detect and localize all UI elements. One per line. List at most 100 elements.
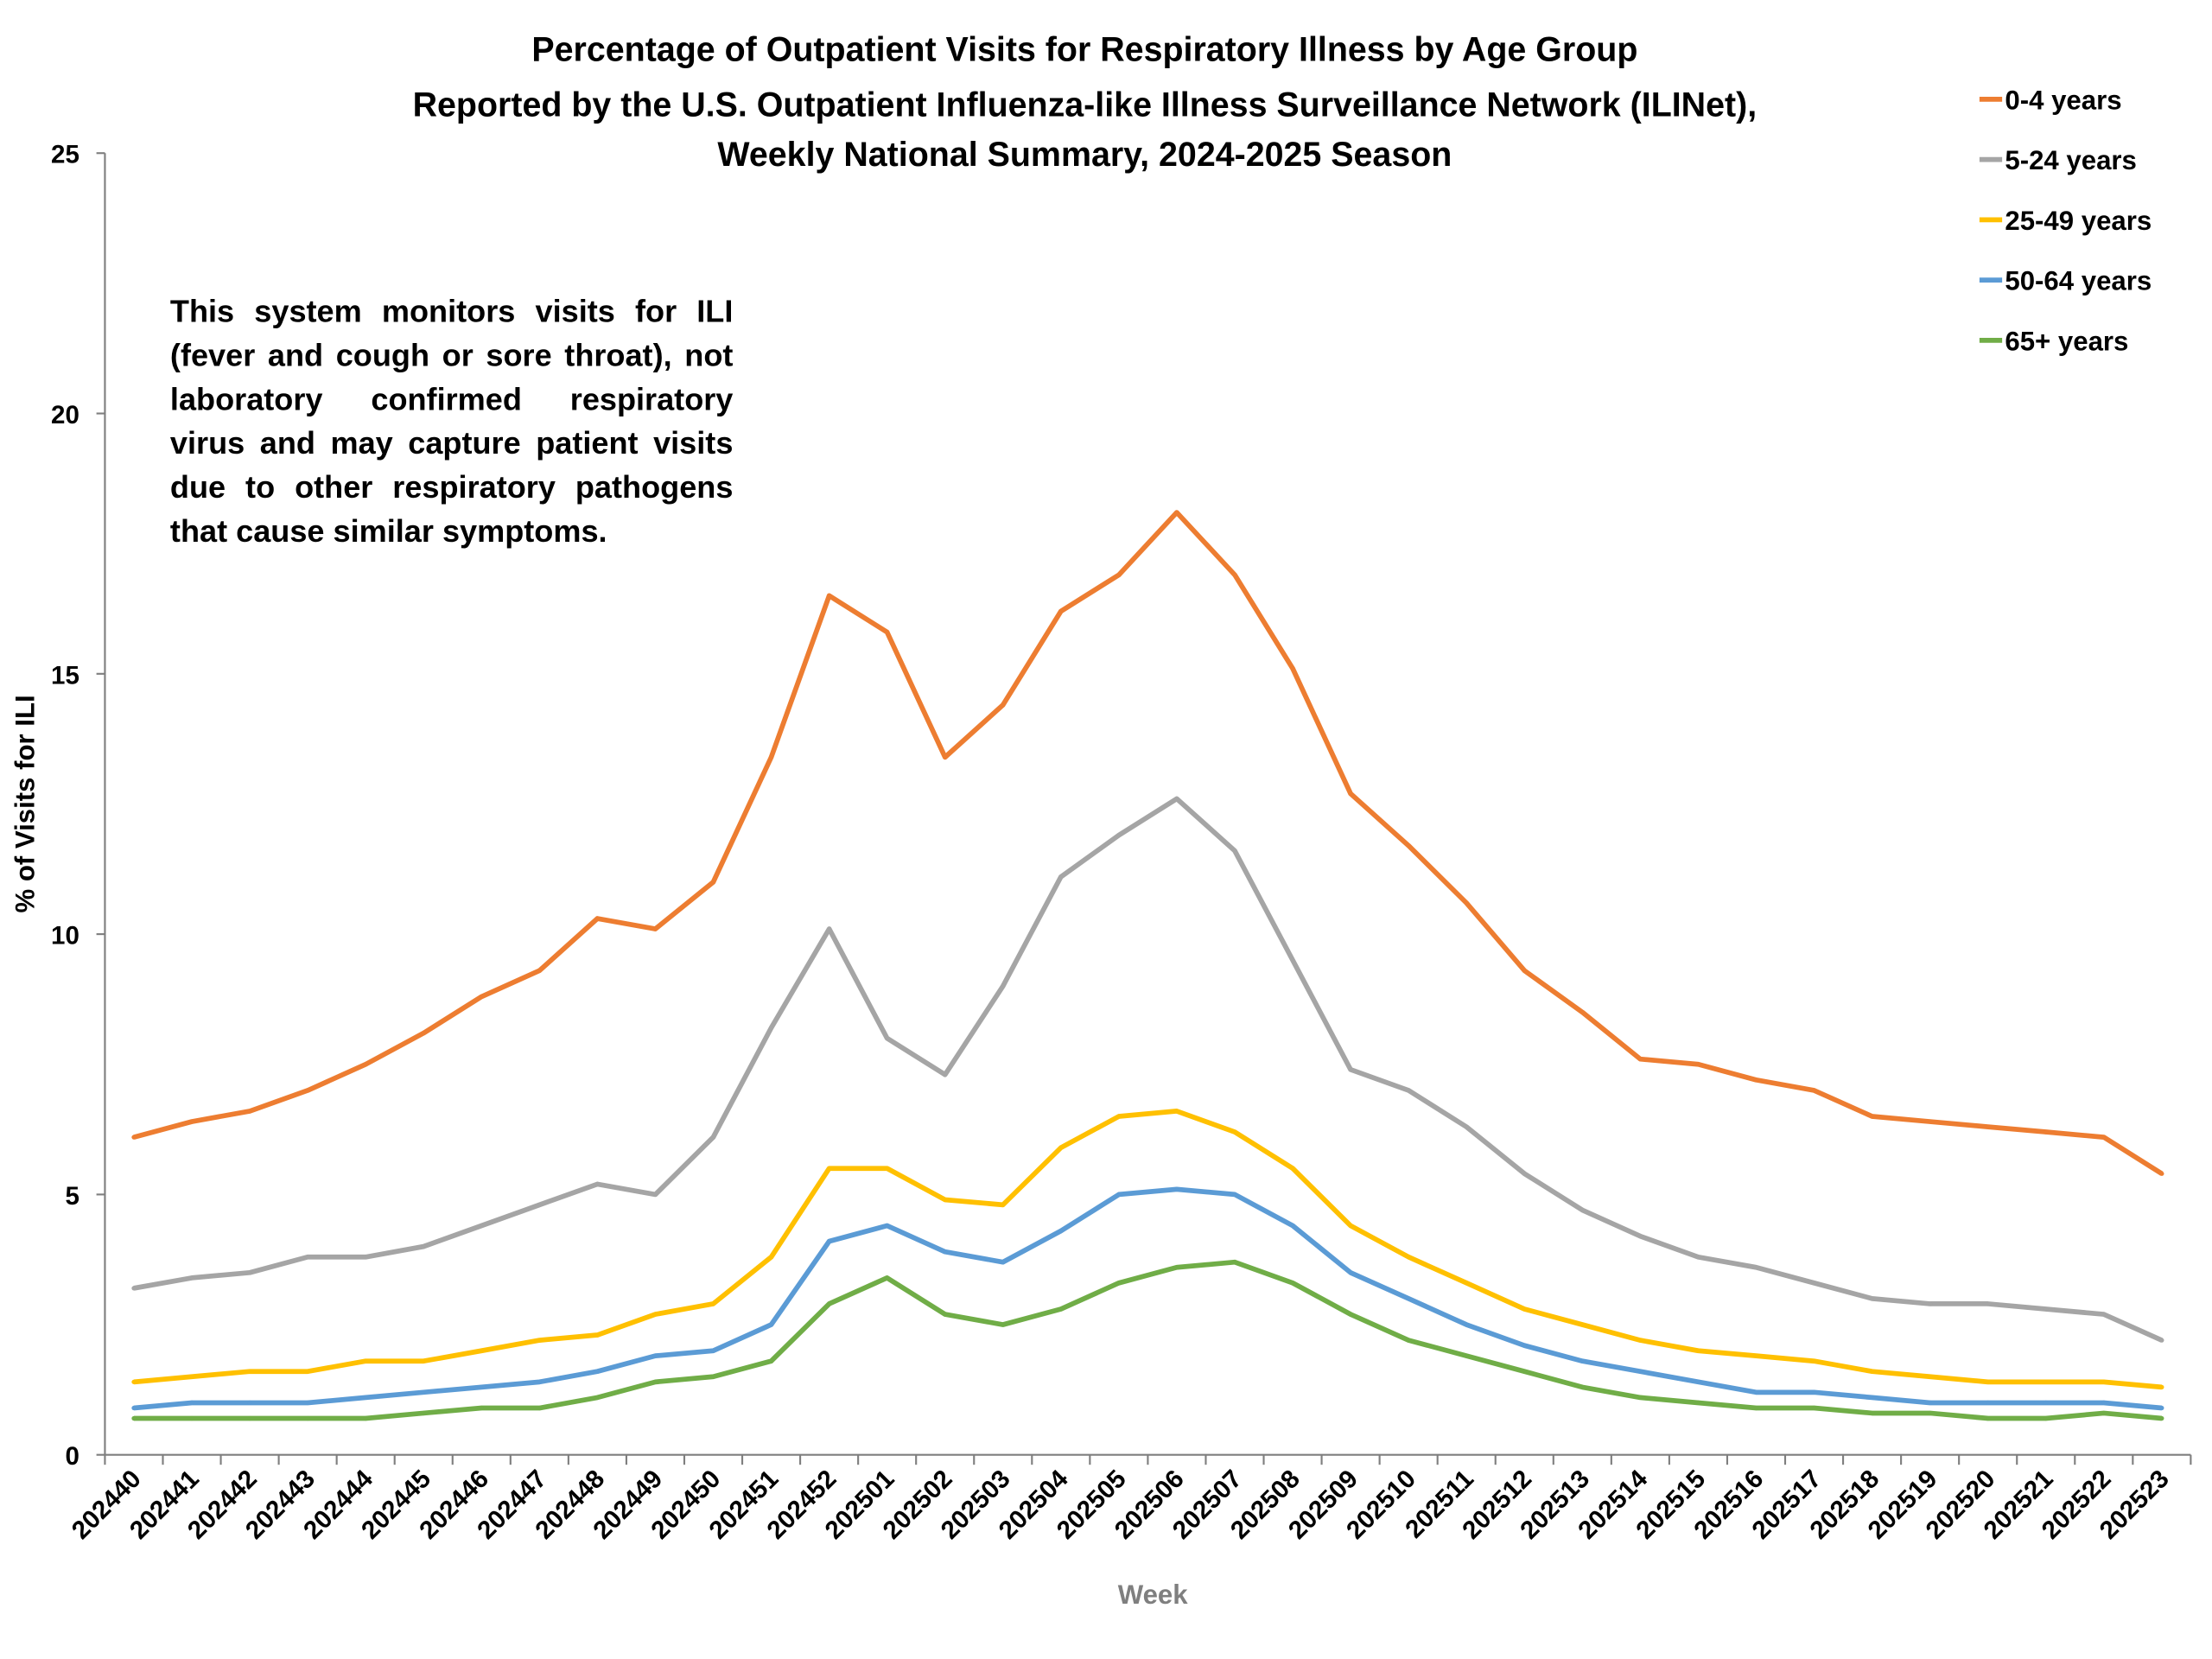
data-point xyxy=(247,1369,252,1374)
data-point xyxy=(1116,572,1122,577)
data-point xyxy=(652,926,658,931)
data-point xyxy=(1174,796,1179,802)
legend-item: 5-24 years xyxy=(1979,145,2137,175)
data-point xyxy=(131,1415,137,1421)
data-point xyxy=(1290,1281,1295,1286)
data-point xyxy=(1464,1281,1469,1286)
data-point xyxy=(1522,1306,1527,1312)
data-point xyxy=(1869,1395,1875,1401)
data-point xyxy=(768,1358,774,1363)
data-point xyxy=(1928,1410,1933,1416)
data-point xyxy=(363,1415,368,1421)
data-point xyxy=(131,1135,137,1140)
data-point xyxy=(943,1197,948,1203)
data-point xyxy=(710,1301,716,1306)
data-point xyxy=(885,1035,890,1041)
data-point xyxy=(1001,1260,1006,1265)
data-point xyxy=(885,1275,890,1281)
data-point xyxy=(1753,1077,1759,1083)
data-point xyxy=(2044,1129,2049,1135)
series-line-65-years xyxy=(133,1259,2163,1421)
data-point xyxy=(305,1255,310,1260)
data-point xyxy=(1406,1088,1411,1093)
data-point xyxy=(1637,1057,1643,1062)
data-point xyxy=(189,1374,194,1379)
data-point xyxy=(1928,1301,1933,1306)
data-point xyxy=(1174,510,1179,515)
data-point xyxy=(1232,849,1237,854)
data-point xyxy=(1116,1281,1122,1286)
data-point xyxy=(131,1286,137,1291)
data-point xyxy=(1464,1322,1469,1327)
data-point xyxy=(1174,1186,1179,1192)
data-point xyxy=(1232,1192,1237,1198)
data-point xyxy=(1986,1400,1991,1406)
data-point xyxy=(710,1374,716,1379)
legend: 0-4 years 5-24 years 25-49 years 50-64 year… xyxy=(1979,85,2152,356)
data-point xyxy=(479,1405,484,1411)
data-point xyxy=(421,1389,426,1395)
data-point xyxy=(479,1223,484,1229)
data-point xyxy=(421,1030,426,1036)
title-line-2: Reported by the U.S. Outpatient Influenz… xyxy=(413,86,1758,124)
data-point xyxy=(1869,1296,1875,1301)
data-point xyxy=(1928,1400,1933,1406)
data-point xyxy=(1986,1415,1991,1421)
data-point xyxy=(2044,1306,2049,1312)
data-point xyxy=(2101,1135,2107,1140)
data-point xyxy=(1753,1389,1759,1395)
data-point xyxy=(1406,1338,1411,1343)
data-point xyxy=(537,1202,542,1208)
data-point xyxy=(1811,1088,1817,1093)
data-point xyxy=(885,1223,890,1229)
y-tick-label: 5 xyxy=(65,1182,79,1211)
data-point xyxy=(1290,1223,1295,1229)
data-point xyxy=(1928,1119,1933,1124)
y-tick-label: 10 xyxy=(51,922,79,950)
data-point xyxy=(1058,1306,1064,1312)
data-point xyxy=(131,1379,137,1384)
y-tick-label: 25 xyxy=(51,141,79,169)
data-point xyxy=(826,593,832,599)
data-point xyxy=(2159,1338,2164,1343)
data-point xyxy=(537,968,542,973)
data-point xyxy=(1001,1202,1006,1208)
legend-label: 5-24 years xyxy=(2005,145,2136,175)
series-line-5-24-years xyxy=(133,796,2164,1343)
data-point xyxy=(826,1166,832,1171)
data-point xyxy=(479,1348,484,1353)
data-point xyxy=(1637,1233,1643,1239)
data-point xyxy=(943,1312,948,1317)
data-point xyxy=(826,926,832,931)
data-point xyxy=(943,1072,948,1077)
data-point xyxy=(1986,1301,1991,1306)
data-point xyxy=(2101,1410,2107,1416)
data-point xyxy=(1811,1389,1817,1395)
data-point xyxy=(1637,1395,1643,1401)
data-point xyxy=(1116,1192,1122,1198)
data-point xyxy=(1406,843,1411,849)
data-point xyxy=(305,1088,310,1093)
data-point xyxy=(305,1400,310,1406)
data-point xyxy=(363,1255,368,1260)
data-point xyxy=(1174,1109,1179,1114)
data-point xyxy=(421,1410,426,1416)
chart-title: Percentage of Outpatient Visits for Resp… xyxy=(413,31,1758,174)
title-line-3: Weekly National Summary, 2024-2025 Seaso… xyxy=(717,136,1452,174)
data-point xyxy=(943,754,948,760)
data-point xyxy=(247,1270,252,1275)
data-point xyxy=(1348,1270,1353,1275)
data-point xyxy=(1464,1124,1469,1129)
data-point xyxy=(1348,1312,1353,1317)
data-point xyxy=(1348,1067,1353,1072)
data-point xyxy=(1522,1369,1527,1374)
data-point xyxy=(710,880,716,885)
data-point xyxy=(1174,1265,1179,1270)
data-point xyxy=(2101,1312,2107,1317)
y-axis-label: % of Visits for ILI xyxy=(10,695,40,912)
data-point xyxy=(1522,968,1527,973)
data-point xyxy=(1290,957,1295,963)
legend-label: 0-4 years xyxy=(2005,85,2121,115)
data-point xyxy=(305,1369,310,1374)
